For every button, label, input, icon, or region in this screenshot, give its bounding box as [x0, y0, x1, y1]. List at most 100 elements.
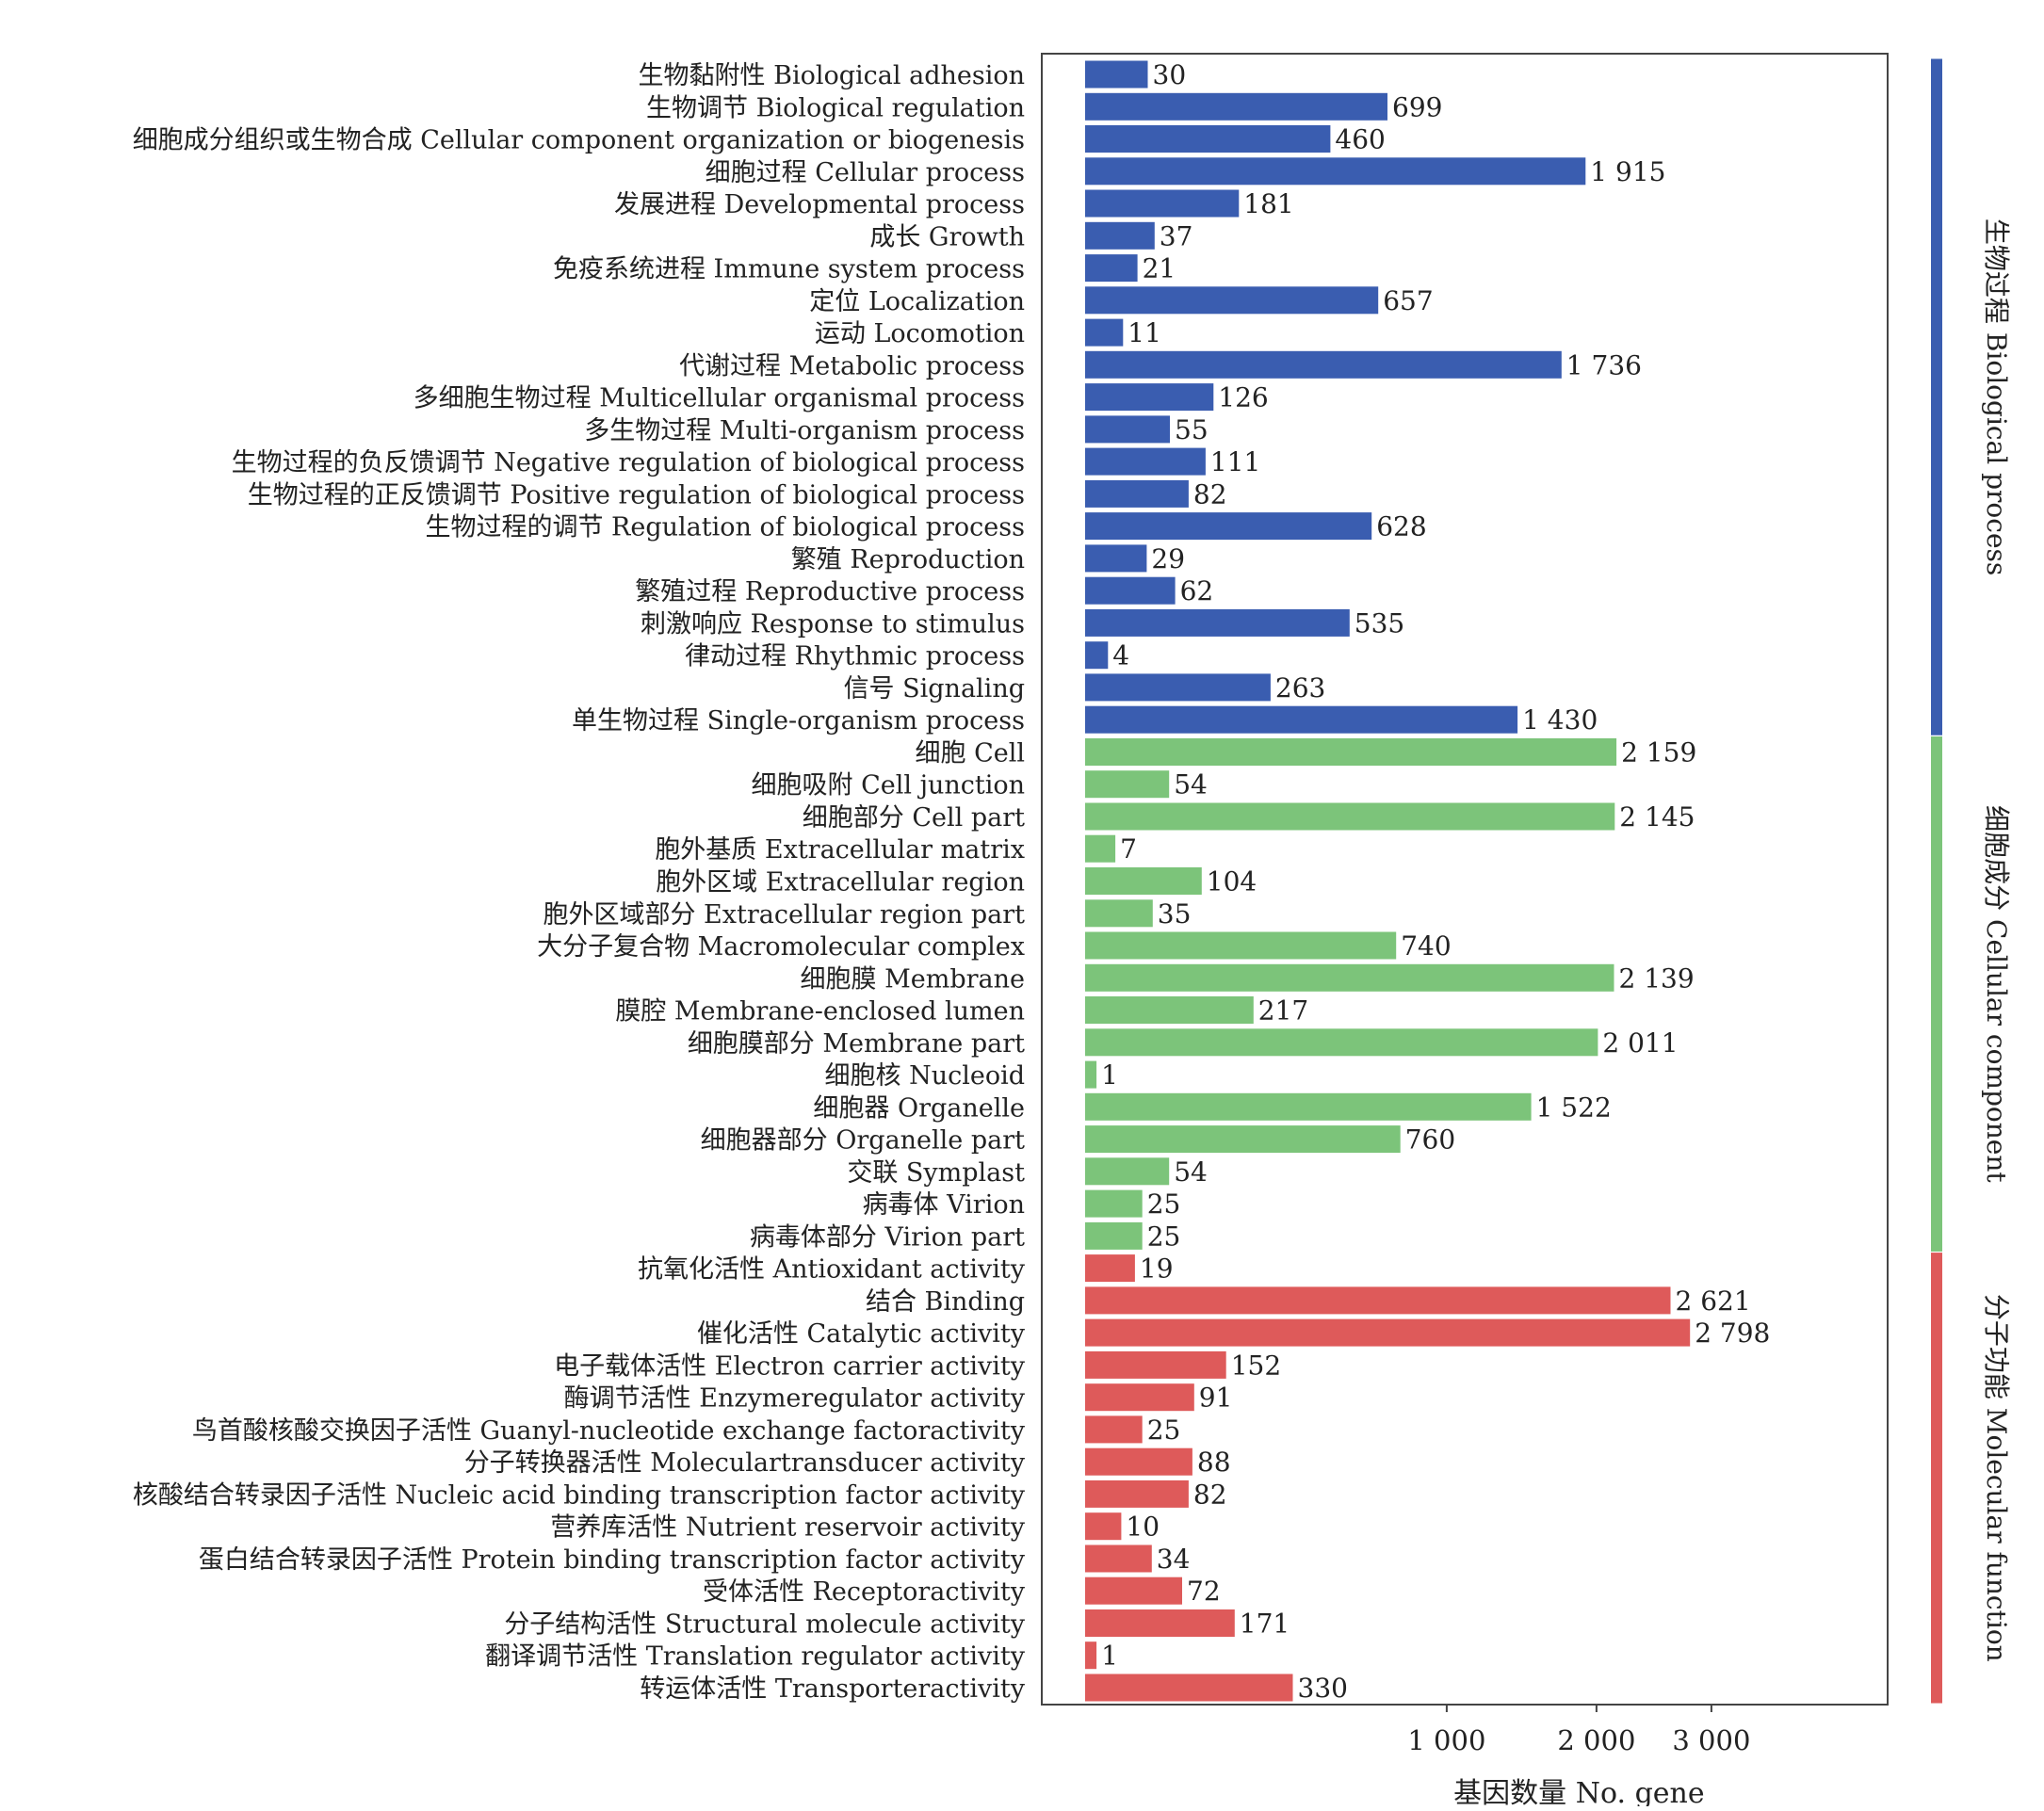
data-label: 104 [1207, 866, 1257, 897]
category-label: 细胞膜部分 Membrane part [688, 1029, 1025, 1059]
data-label: 535 [1355, 607, 1404, 639]
data-label: 460 [1335, 124, 1385, 155]
data-label: 699 [1392, 91, 1442, 122]
bar [1085, 221, 1155, 250]
data-label: 11 [1127, 317, 1161, 348]
category-label: 细胞过程 Cellular process [706, 158, 1025, 187]
category-label: 鸟首酸核酸交换因子活性 Guanyl-nucleotide exchange f… [192, 1416, 1026, 1446]
bar [1085, 1189, 1143, 1218]
data-label: 152 [1231, 1350, 1281, 1381]
data-label: 1 522 [1536, 1091, 1612, 1123]
bar [1085, 1350, 1226, 1379]
data-label: 10 [1126, 1512, 1160, 1543]
data-label: 2 159 [1621, 737, 1696, 768]
category-label: 核酸结合转录因子活性 Nucleic acid binding transcri… [133, 1480, 1026, 1510]
bar [1085, 1157, 1170, 1186]
data-label: 7 [1120, 833, 1137, 865]
data-label: 181 [1243, 188, 1293, 219]
group-strip [1931, 1253, 1942, 1704]
category-label: 单生物过程 Single-organism process [572, 706, 1025, 736]
data-label: 82 [1193, 1479, 1227, 1510]
category-label: 病毒体部分 Virion part [750, 1222, 1025, 1252]
bar [1085, 383, 1214, 412]
data-label: 55 [1175, 414, 1209, 445]
bar [1085, 931, 1397, 960]
bar [1085, 996, 1254, 1024]
category-label: 多生物过程 Multi-organism process [584, 416, 1025, 445]
bar [1085, 867, 1202, 895]
category-label: 营养库活性 Nutrient reservoir activity [550, 1513, 1025, 1543]
group-strip [1931, 736, 1942, 1252]
data-label: 62 [1180, 575, 1214, 606]
bar [1085, 1318, 1691, 1347]
bar [1085, 1577, 1182, 1605]
category-label: 细胞核 Nucleoid [824, 1061, 1025, 1091]
data-label: 34 [1157, 1544, 1191, 1575]
bar [1085, 1125, 1401, 1154]
data-label: 25 [1147, 1415, 1181, 1446]
bar [1085, 1092, 1532, 1121]
data-label: 35 [1158, 898, 1192, 930]
bar [1085, 60, 1148, 89]
data-label: 88 [1197, 1447, 1231, 1478]
x-tick-label: 1 000 [1407, 1724, 1485, 1756]
data-label: 330 [1298, 1673, 1348, 1704]
category-label: 细胞膜 Membrane [801, 964, 1025, 994]
bar [1085, 189, 1240, 218]
bar [1085, 673, 1271, 702]
data-label: 263 [1275, 672, 1325, 703]
category-label: 定位 Localization [809, 287, 1025, 316]
data-label: 54 [1174, 1156, 1208, 1188]
data-label: 740 [1401, 930, 1451, 962]
bar [1085, 1674, 1293, 1702]
category-label: 多细胞生物过程 Multicellular organismal process [414, 384, 1025, 413]
bar [1085, 770, 1170, 799]
category-label: 发展进程 Developmental process [614, 190, 1025, 219]
bar [1085, 350, 1562, 379]
bar [1085, 834, 1116, 863]
category-label: 翻译调节活性 Translation regulator activity [485, 1642, 1026, 1672]
bar [1085, 705, 1518, 734]
data-label: 111 [1210, 446, 1260, 477]
bar [1085, 1447, 1192, 1476]
data-label: 1 915 [1590, 156, 1665, 187]
group-label: 分子功能 Molecular function [1981, 1294, 2012, 1662]
bar [1085, 447, 1206, 476]
bar [1085, 963, 1614, 992]
category-label: 细胞吸附 Cell junction [752, 771, 1025, 800]
category-label: 成长 Growth [869, 222, 1025, 251]
bar [1085, 802, 1615, 831]
category-label: 分子转换器活性 Moleculartransducer activity [464, 1448, 1026, 1478]
bar [1085, 576, 1176, 605]
data-label: 171 [1240, 1609, 1290, 1640]
data-label: 628 [1376, 511, 1426, 542]
bar [1085, 1060, 1097, 1089]
bar [1085, 1609, 1235, 1637]
bar [1085, 125, 1331, 153]
bar [1085, 318, 1124, 347]
category-label: 受体活性 Receptoractivity [703, 1577, 1026, 1607]
data-label: 217 [1258, 995, 1308, 1027]
category-label: 蛋白结合转录因子活性 Protein binding transcription… [199, 1545, 1026, 1575]
data-label: 29 [1151, 543, 1185, 574]
data-label: 72 [1187, 1576, 1221, 1607]
data-label: 25 [1147, 1188, 1181, 1220]
category-label: 交联 Symplast [847, 1158, 1025, 1188]
data-label: 2 145 [1619, 801, 1695, 833]
category-label: 代谢过程 Metabolic process [679, 351, 1025, 380]
bar [1085, 1383, 1194, 1412]
category-label: 抗氧化活性 Antioxidant activity [638, 1255, 1026, 1285]
category-label: 催化活性 Catalytic activity [697, 1319, 1026, 1349]
category-label: 胞外区域 Extracellular region [656, 868, 1025, 897]
data-label: 91 [1199, 1383, 1233, 1414]
data-label: 2 139 [1619, 962, 1695, 994]
category-label: 细胞 Cell [916, 739, 1026, 768]
category-label: 生物黏附性 Biological adhesion [639, 61, 1025, 90]
category-label: 胞外基质 Extracellular matrix [655, 835, 1025, 865]
bar [1085, 608, 1350, 637]
category-label: 信号 Signaling [844, 674, 1025, 703]
category-label: 律动过程 Rhythmic process [685, 642, 1025, 671]
data-label: 657 [1383, 285, 1433, 316]
